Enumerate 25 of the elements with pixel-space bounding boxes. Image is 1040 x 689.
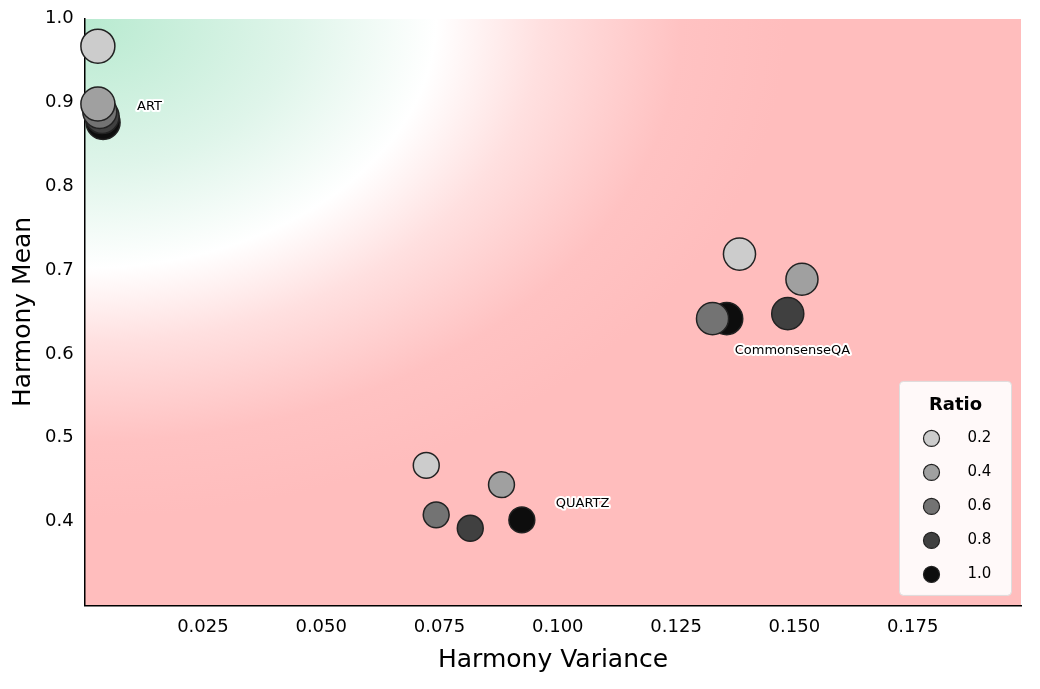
y-tick-label: 0.9 — [44, 90, 74, 112]
x-tick-label: 0.050 — [295, 614, 347, 636]
annotation: QUARTZ — [555, 495, 610, 511]
y-tick-label: 0.6 — [44, 341, 74, 363]
annotation: ART — [137, 97, 163, 113]
x-tick-label: 0.150 — [768, 614, 821, 636]
legend-label: 0.8 — [967, 530, 992, 549]
x-tick-label: 0.025 — [177, 614, 229, 636]
y-tick-label: 0.8 — [44, 173, 74, 195]
y-tick-label: 1.0 — [44, 6, 74, 28]
legend-label: 0.6 — [967, 496, 992, 515]
y-tick-label: 0.7 — [44, 257, 74, 279]
x-tick-label: 0.075 — [413, 614, 466, 636]
legend-label: 0.4 — [967, 462, 992, 481]
legend-label: 1.0 — [967, 564, 992, 583]
x-axis-title: Harmony Variance — [437, 643, 669, 673]
legend-title: Ratio — [928, 393, 983, 415]
legend-label: 0.2 — [967, 428, 992, 447]
annotation: CommonsenseQA — [734, 342, 851, 358]
x-tick-label: 0.100 — [532, 614, 584, 636]
x-tick-label: 0.175 — [886, 614, 939, 636]
x-tick-label: 0.125 — [650, 614, 702, 636]
y-tick-label: 0.4 — [44, 509, 74, 531]
y-axis-title: Harmony Mean — [6, 216, 36, 408]
y-tick-label: 0.5 — [44, 425, 74, 447]
